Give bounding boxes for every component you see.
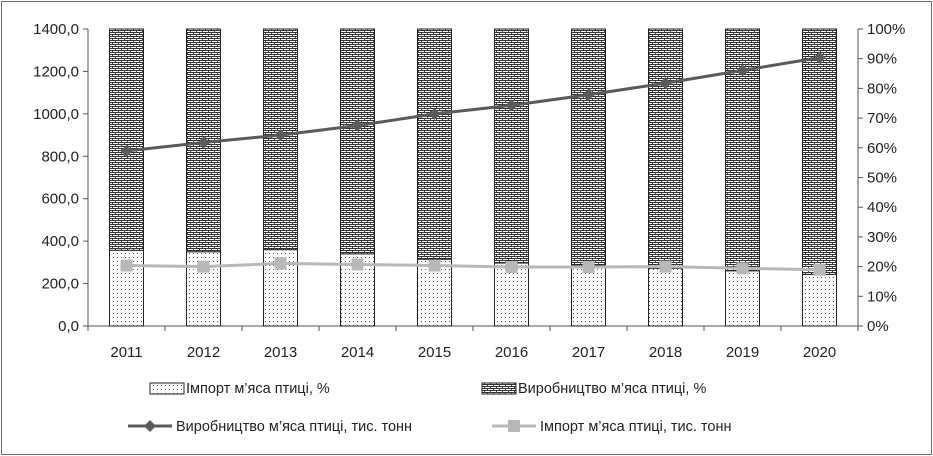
line-production-tonnes-point — [505, 99, 518, 112]
bar-production-percent — [648, 28, 683, 269]
bar-import-percent — [725, 270, 760, 327]
line-production-tonnes-point — [428, 107, 441, 120]
line-import-tonnes-point — [582, 261, 595, 274]
line-import-tonnes-point — [120, 259, 133, 272]
right-tick-label: 0% — [867, 318, 889, 335]
right-tick-label: 20% — [867, 259, 897, 276]
line-import-tonnes-point — [736, 262, 749, 275]
line-import-tonnes-point — [428, 259, 441, 272]
line-production-tonnes-point — [197, 136, 210, 149]
bar-import-percent — [802, 273, 837, 327]
bar-import-percent — [571, 264, 606, 327]
line-import-tonnes-point — [813, 263, 826, 276]
right-tick-label: 100% — [867, 21, 905, 38]
legend-label: Виробництво м’яса птиці, тис. тонн — [176, 419, 412, 435]
legend-label: Виробництво м’яса птиці, % — [518, 381, 706, 397]
right-tick-label: 10% — [867, 288, 897, 305]
left-tick-label: 800,0 — [41, 148, 79, 165]
line-import-tonnes-point — [351, 258, 364, 271]
line-import-tonnes-point — [274, 257, 287, 270]
line-production-tonnes-point — [120, 144, 133, 157]
legend-swatch-dots — [149, 382, 185, 395]
left-tick-label: 1000,0 — [33, 106, 79, 123]
bar-production-percent — [571, 28, 606, 266]
x-tick-label: 2016 — [495, 344, 528, 361]
left-tick-label: 0,0 — [58, 318, 79, 335]
x-tick-label: 2013 — [264, 344, 297, 361]
right-tick-label: 50% — [867, 170, 897, 187]
left-tick-label: 600,0 — [41, 191, 79, 208]
left-tick-label: 1400,0 — [33, 21, 79, 38]
line-production-tonnes-point — [659, 77, 672, 90]
legend-label: Імпорт м’яса птиці, тис. тонн — [540, 419, 732, 435]
x-tick-label: 2017 — [572, 344, 605, 361]
x-tick-label: 2012 — [187, 344, 220, 361]
x-tick-label: 2015 — [418, 344, 451, 361]
legend-marker — [144, 420, 156, 432]
bar-production-percent — [417, 28, 452, 260]
right-tick-label: 60% — [867, 140, 897, 157]
right-tick-label: 70% — [867, 110, 897, 127]
line-import-tonnes-point — [197, 260, 210, 273]
legend-label: Імпорт м’яса птиці, % — [186, 381, 330, 397]
legend-swatch-bricks — [481, 382, 517, 395]
left-tick-label: 1200,0 — [33, 63, 79, 80]
line-import-tonnes — [126, 261, 820, 272]
right-tick-label: 30% — [867, 229, 897, 246]
line-production-tonnes — [126, 56, 820, 153]
bar-production-percent — [109, 28, 144, 251]
line-production-tonnes-point — [813, 51, 826, 64]
bar-production-percent — [802, 28, 837, 275]
line-import-tonnes-point — [659, 260, 672, 273]
x-tick-label: 2014 — [341, 344, 374, 361]
x-tick-label: 2020 — [803, 344, 836, 361]
line-import-tonnes-point — [505, 261, 518, 274]
x-tick-label: 2011 — [110, 344, 142, 361]
bar-production-percent — [494, 28, 529, 264]
line-production-tonnes-point — [274, 129, 287, 142]
bar-import-percent — [648, 267, 683, 327]
line-production-tonnes-point — [736, 64, 749, 77]
bar-import-percent — [109, 249, 144, 327]
bar-production-percent — [340, 28, 375, 255]
x-tick-label: 2018 — [649, 344, 682, 361]
left-tick-label: 200,0 — [41, 276, 79, 293]
right-tick-label: 40% — [867, 199, 897, 216]
x-tick-label: 2019 — [726, 344, 759, 361]
left-tick-label: 400,0 — [41, 233, 79, 250]
right-tick-label: 80% — [867, 80, 897, 97]
line-production-tonnes-point — [351, 119, 364, 132]
legend-marker — [508, 420, 520, 432]
line-production-tonnes-point — [582, 88, 595, 101]
right-tick-label: 90% — [867, 51, 897, 68]
bar-import-percent — [494, 262, 529, 327]
